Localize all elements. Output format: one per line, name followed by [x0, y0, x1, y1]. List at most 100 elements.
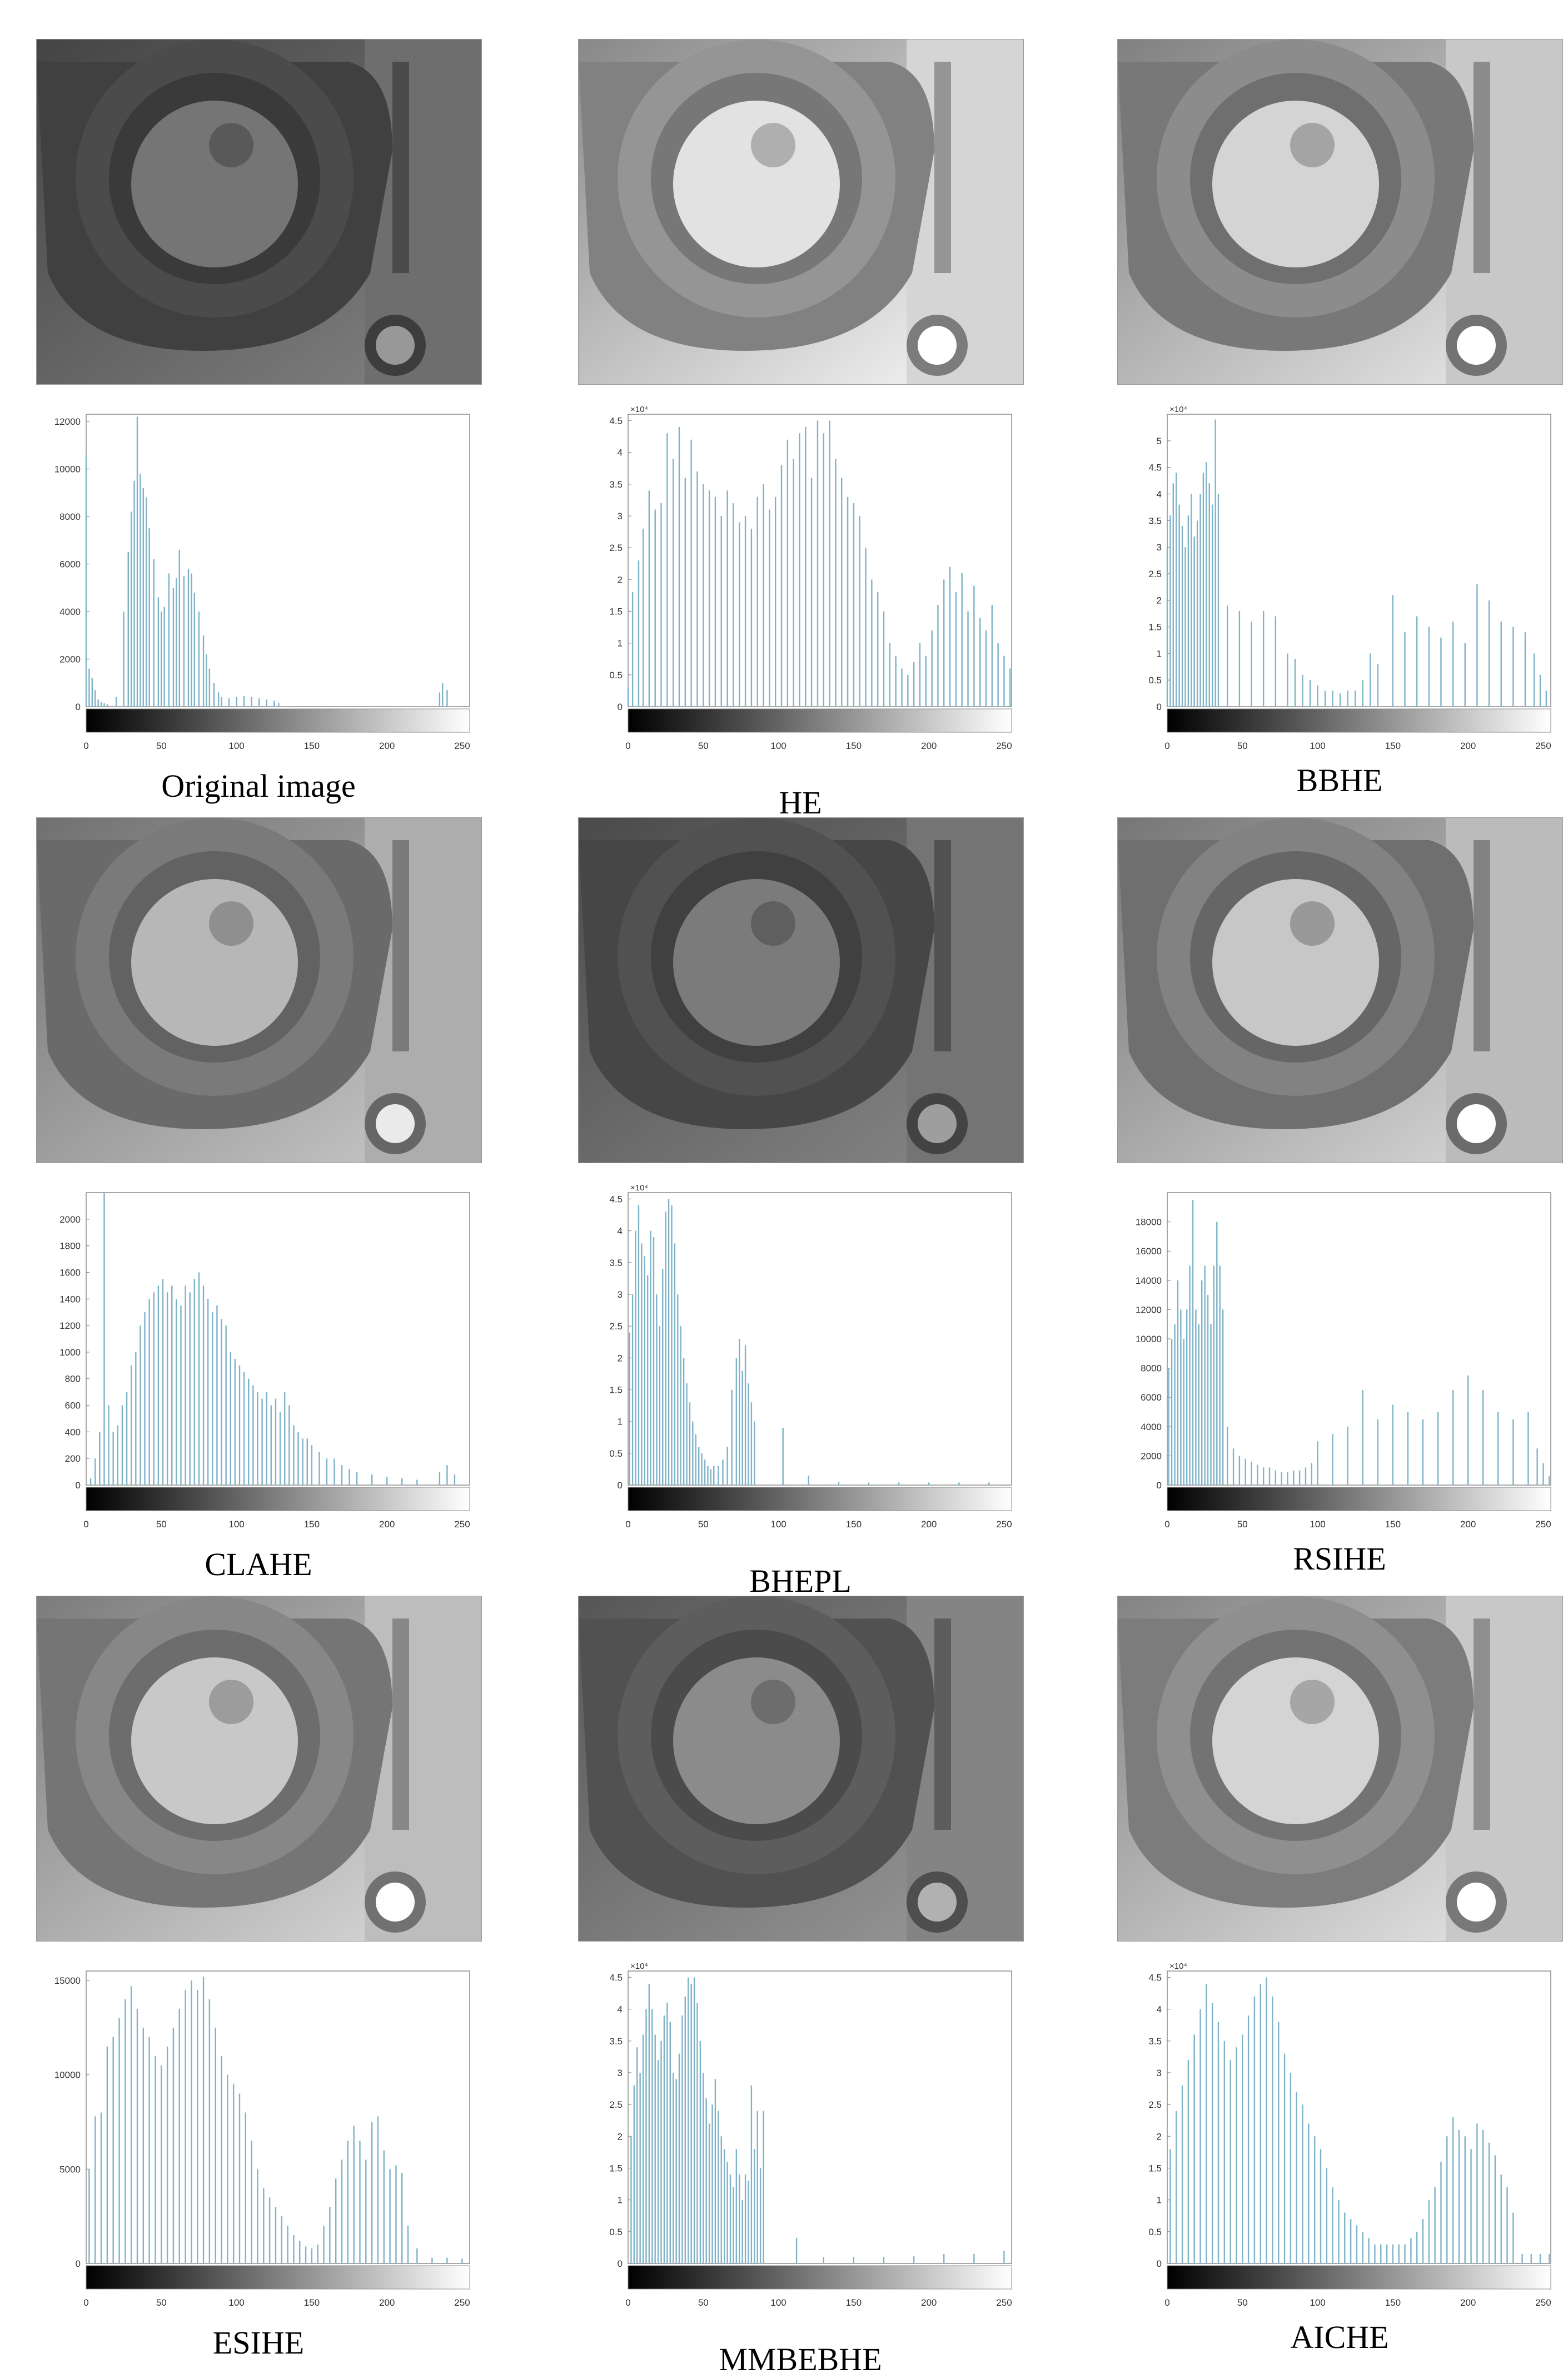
- histogram-bar: [991, 605, 993, 707]
- histogram-bar: [228, 698, 230, 707]
- y-tick-label: 2000: [59, 654, 81, 664]
- histogram-bar: [371, 2122, 373, 2263]
- histogram-bar: [1317, 685, 1318, 707]
- histogram-bar: [799, 433, 800, 707]
- image-bore: [131, 1657, 298, 1824]
- histogram-bar: [1236, 2047, 1237, 2263]
- histogram-bar: [153, 1292, 155, 1485]
- histogram-bar: [696, 471, 698, 707]
- histogram-bar: [1512, 2212, 1514, 2263]
- histogram-bar: [651, 2009, 653, 2263]
- histogram-bar: [1253, 1996, 1256, 2263]
- histogram-bar: [243, 1372, 245, 1485]
- histogram-bar: [1512, 1419, 1514, 1485]
- histogram-bar: [148, 2037, 150, 2263]
- histogram-bar: [1202, 473, 1204, 707]
- histogram-bar: [750, 1402, 753, 1485]
- histogram-bar: [103, 1193, 105, 1485]
- y-tick-label: 1000: [59, 1347, 81, 1358]
- histogram-bar: [780, 465, 783, 707]
- histogram-bar: [94, 2116, 96, 2263]
- axes-frame: [1167, 1970, 1551, 2264]
- histogram-bar: [166, 2046, 168, 2263]
- panel-caption: AICHE: [1290, 2319, 1389, 2355]
- histogram-bar: [1355, 691, 1356, 707]
- histogram-bar: [261, 1398, 263, 1485]
- y-tick-label: 12000: [1136, 1304, 1162, 1315]
- histogram-bar: [1166, 547, 1168, 707]
- image-bore: [131, 101, 298, 267]
- histogram-bar: [695, 1434, 696, 1485]
- x-tick-label: 250: [1535, 741, 1551, 751]
- y-tick-label: 4.5: [1148, 1972, 1162, 1983]
- panel-caption: ESIHE: [212, 2325, 305, 2361]
- histogram-bar: [629, 1332, 630, 1485]
- histogram-bar: [171, 1285, 173, 1485]
- histogram-bar: [726, 490, 728, 707]
- histogram-bar: [99, 1432, 101, 1485]
- x-tick-label: 250: [996, 1519, 1012, 1530]
- histogram-bar: [1377, 664, 1379, 707]
- image-slot: [934, 840, 951, 1051]
- y-tick-label: 4: [618, 2004, 623, 2015]
- figure-panel: ×10⁴ 0 0.5 1 1.5 2 2.5 3 3.5 4 4.5 0 50 100 150 200 250 M…: [578, 1596, 1024, 2377]
- histogram-bar: [675, 2079, 677, 2263]
- y-exponent-label: ×10⁴: [1169, 405, 1187, 414]
- histogram-bar: [1272, 1996, 1273, 2263]
- y-tick-label: 2.5: [1148, 2099, 1162, 2110]
- enhanced-image: [36, 1596, 482, 1942]
- image-slot: [392, 840, 409, 1051]
- histogram-bar: [1260, 1983, 1261, 2263]
- histogram-bar: [365, 2159, 367, 2263]
- histogram-bar: [710, 1469, 712, 1485]
- histogram-bar: [187, 568, 190, 707]
- histogram-bar: [212, 1312, 213, 1485]
- y-tick-label: 3: [618, 2068, 623, 2078]
- histogram-bar: [654, 2034, 656, 2263]
- histogram-bar: [279, 1412, 281, 1485]
- y-tick-label: 3: [618, 1289, 623, 1300]
- x-tick-label: 100: [770, 1519, 786, 1530]
- histogram-bar: [347, 2141, 349, 2263]
- histogram-bar: [1356, 2225, 1358, 2263]
- histogram-bar: [297, 1432, 299, 1485]
- histogram-bar: [633, 2085, 635, 2263]
- grayscale-colorbar: [1167, 708, 1551, 733]
- histogram-bar: [1214, 419, 1216, 707]
- x-tick-label: 250: [1535, 1519, 1551, 1530]
- histogram-bar: [949, 567, 951, 707]
- x-tick-label: 50: [698, 1519, 709, 1530]
- y-tick-label: 0: [76, 2258, 81, 2269]
- axes-frame: [86, 1192, 470, 1486]
- histogram-bar: [161, 611, 162, 707]
- histogram-bar: [713, 1466, 715, 1485]
- histogram-bar: [191, 1980, 192, 2263]
- histogram-bar: [439, 1472, 441, 1485]
- histogram-bar: [638, 560, 640, 707]
- histogram-bar: [1386, 2244, 1388, 2263]
- histogram-bar: [257, 1392, 258, 1485]
- axes-frame: [628, 1970, 1012, 2264]
- grayscale-colorbar: [628, 2265, 1012, 2290]
- histogram-bar: [273, 701, 275, 707]
- histogram-bar: [708, 490, 710, 707]
- histogram-bar: [1195, 1309, 1197, 1485]
- y-tick-label: 1: [618, 2195, 623, 2206]
- histogram-bar: [1238, 610, 1241, 707]
- y-tick-label: 0.5: [1148, 2227, 1162, 2237]
- grayscale-colorbar: [1167, 1487, 1551, 1511]
- histogram-bar: [985, 630, 987, 707]
- histogram-bar: [1500, 2174, 1502, 2263]
- histogram-bar: [377, 2116, 379, 2263]
- histogram-bar: [1452, 621, 1454, 707]
- y-tick-label: 10000: [1136, 1334, 1162, 1344]
- y-tick-label: 2: [618, 1353, 623, 1363]
- histogram-bar: [306, 1438, 308, 1485]
- y-tick-label: 14000: [1136, 1275, 1162, 1286]
- x-tick-label: 150: [846, 2297, 862, 2308]
- histogram-bar: [1222, 1309, 1224, 1485]
- y-tick-label: 1: [1157, 2195, 1162, 2206]
- histogram-bar: [660, 503, 662, 707]
- histogram-chart: 0 2000 4000 6000 8000 10000 12000 0 50 100 150 200 2…: [36, 403, 481, 759]
- histogram-bar: [1407, 1412, 1409, 1485]
